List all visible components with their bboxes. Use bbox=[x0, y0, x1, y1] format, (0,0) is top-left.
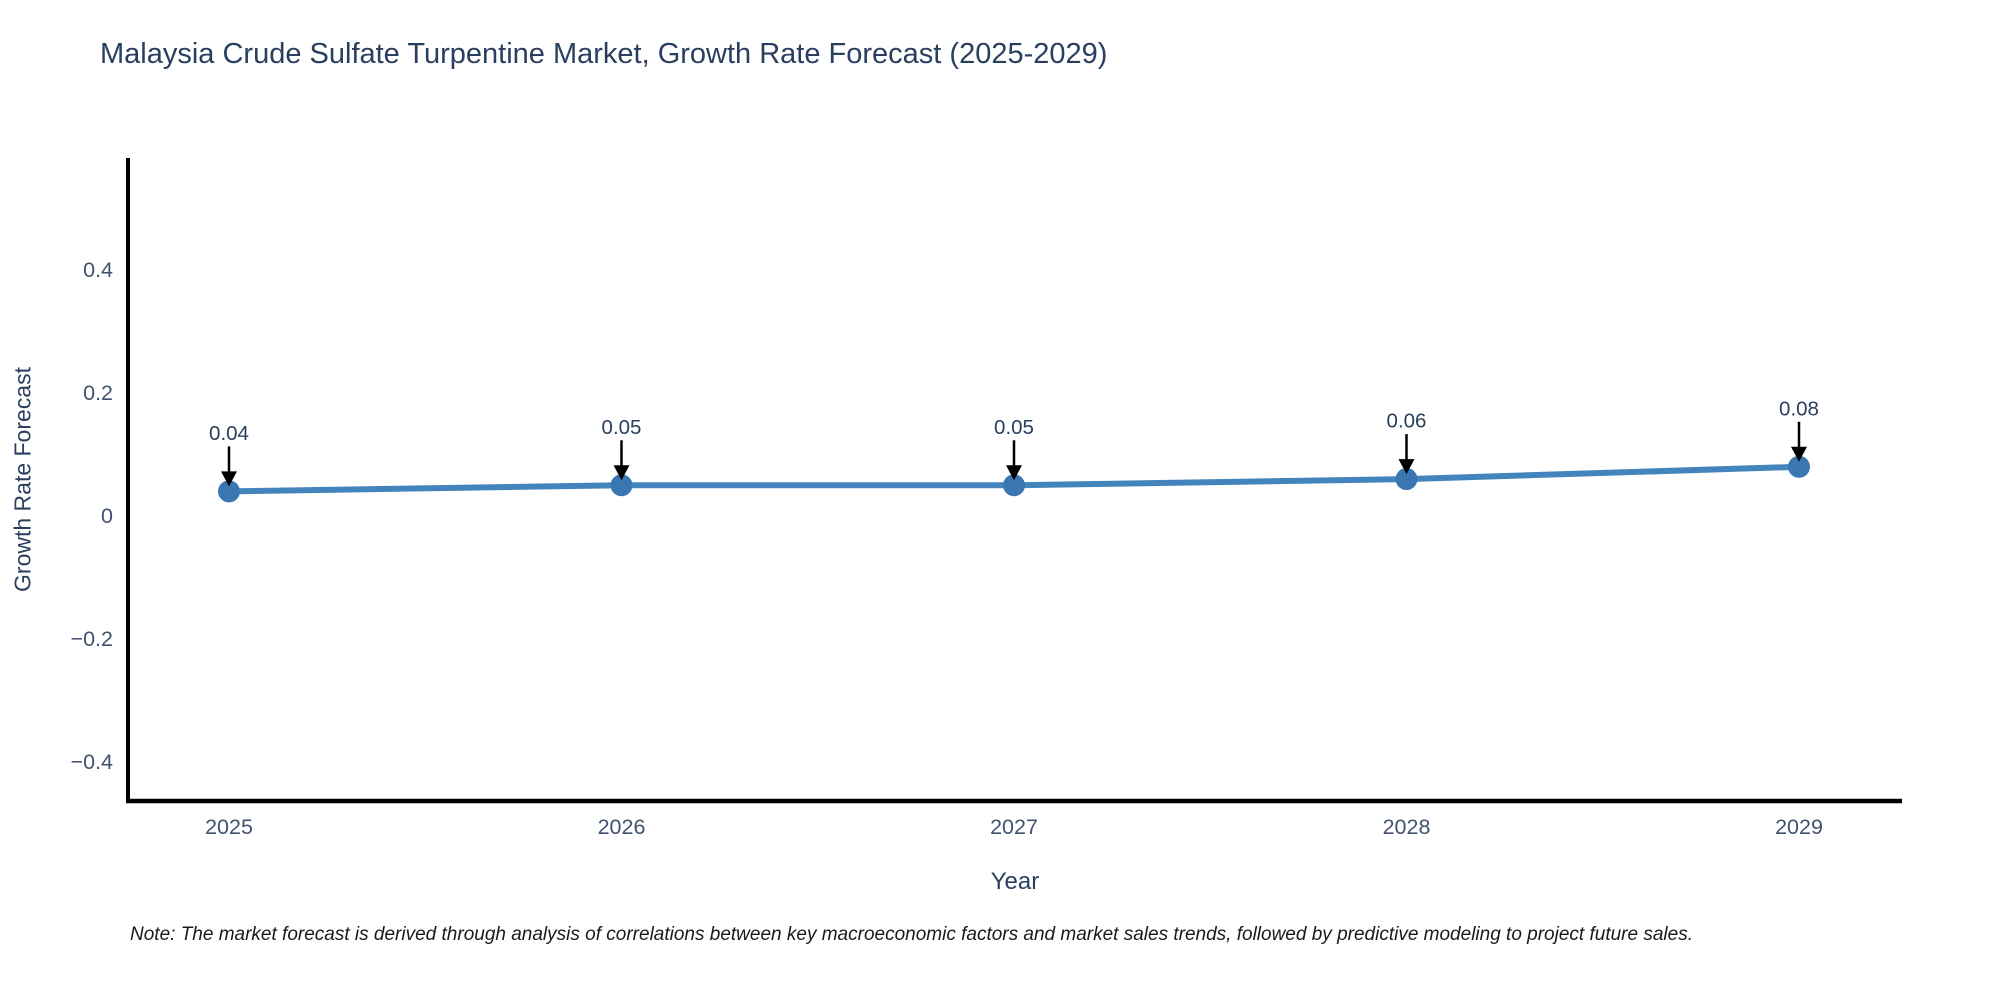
annotation-arrow-head bbox=[221, 471, 237, 487]
annotation-arrow-head bbox=[1006, 465, 1022, 481]
y-tick-label: 0.4 bbox=[83, 258, 113, 282]
annotation-label: 0.04 bbox=[209, 422, 249, 445]
y-tick-label: −0.2 bbox=[71, 627, 113, 651]
annotation-arrow-head bbox=[613, 465, 630, 481]
data-point-marker[interactable] bbox=[1788, 455, 1810, 478]
x-axis-title: Year bbox=[990, 868, 1040, 895]
data-point-marker[interactable] bbox=[610, 474, 633, 497]
data-point-marker[interactable] bbox=[1003, 474, 1025, 497]
y-tick-label: 0 bbox=[101, 504, 113, 528]
x-tick-label: 2027 bbox=[990, 815, 1038, 839]
annotation-label: 0.05 bbox=[994, 416, 1034, 439]
annotation-arrow-head bbox=[1791, 446, 1807, 462]
y-tick-label: 0.2 bbox=[83, 381, 113, 405]
footnote: Note: The market forecast is derived thr… bbox=[130, 924, 1693, 945]
y-tick-label: −0.4 bbox=[71, 750, 113, 774]
x-tick-label: 2025 bbox=[205, 815, 253, 839]
annotation-label: 0.06 bbox=[1387, 410, 1427, 433]
annotation-label: 0.08 bbox=[1779, 397, 1819, 420]
x-tick-label: 2029 bbox=[1775, 815, 1823, 839]
x-tick-label: 2026 bbox=[598, 815, 646, 839]
annotation-label: 0.05 bbox=[602, 416, 642, 439]
data-point-marker[interactable] bbox=[1395, 468, 1418, 491]
x-tick-label: 2028 bbox=[1383, 815, 1431, 839]
chart-title: Malaysia Crude Sulfate Turpentine Market… bbox=[100, 38, 1108, 70]
annotation-arrow-head bbox=[1398, 459, 1415, 475]
data-point-marker[interactable] bbox=[218, 480, 240, 503]
